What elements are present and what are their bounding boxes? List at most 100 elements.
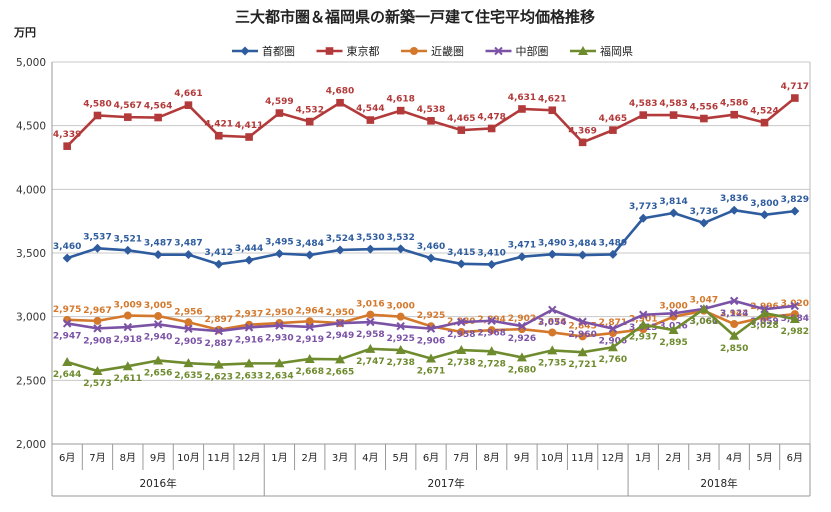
data-point (213, 359, 224, 369)
data-label: 2,919 (295, 335, 323, 345)
data-point (305, 322, 314, 332)
data-point (730, 110, 738, 119)
data-point (244, 255, 254, 265)
data-label: 2,656 (144, 368, 172, 378)
data-label: 2,644 (53, 370, 81, 380)
data-point (790, 206, 800, 216)
legend-marker (410, 47, 418, 55)
data-label: 2,906 (599, 337, 627, 347)
data-point (335, 245, 345, 255)
data-label: 4,583 (659, 99, 687, 109)
data-label: 2,665 (326, 367, 354, 377)
data-point (548, 328, 557, 337)
data-point (305, 117, 314, 126)
data-label: 2,668 (295, 367, 323, 377)
data-label: 2,671 (417, 367, 445, 377)
y-tick-label: 3,500 (16, 248, 46, 260)
data-label: 3,028 (750, 321, 778, 331)
data-point (638, 319, 649, 329)
data-label: 2,996 (750, 302, 778, 312)
x-tick-label: 11月 (207, 452, 230, 464)
data-label: 3,412 (205, 248, 233, 258)
data-label: 3,537 (83, 232, 111, 242)
data-point (669, 309, 678, 318)
data-point (183, 358, 194, 368)
data-point (729, 330, 740, 340)
data-label: 4,556 (690, 103, 718, 113)
data-point (548, 305, 557, 314)
data-point (336, 98, 344, 107)
data-point (759, 308, 770, 318)
data-label: 2,905 (174, 337, 202, 347)
data-point (456, 259, 466, 269)
data-point (760, 118, 769, 127)
data-point (62, 319, 72, 328)
data-point (426, 253, 436, 263)
x-tick-label: 1月 (271, 452, 287, 464)
data-label: 4,465 (599, 114, 627, 124)
x-tick-label: 9月 (514, 452, 530, 464)
data-point (517, 252, 527, 262)
data-label: 3,415 (447, 248, 475, 258)
data-point (366, 317, 375, 327)
data-point (366, 116, 375, 124)
data-label: 2,735 (538, 358, 566, 368)
data-label: 4,544 (356, 104, 384, 114)
data-label: 3,532 (386, 233, 414, 243)
data-point (791, 94, 799, 102)
data-label: 3,124 (720, 309, 748, 319)
data-label: 3,487 (174, 239, 202, 249)
data-point (487, 124, 496, 133)
data-label: 2,634 (265, 371, 293, 381)
data-point (153, 250, 163, 260)
x-tick-label: 9月 (150, 452, 166, 464)
data-point (487, 316, 496, 325)
data-point (154, 312, 163, 321)
data-point (608, 249, 618, 259)
year-label: 2017年 (428, 477, 465, 490)
data-label: 3,471 (508, 241, 536, 251)
data-point (729, 205, 739, 215)
x-tick-label: 12月 (602, 452, 625, 464)
data-label: 2,728 (477, 359, 505, 369)
y-axis: 2,000 2,500 3,000 3,500 4,000 4,500 5,000 (16, 57, 811, 451)
data-label: 3,773 (629, 202, 657, 212)
x-tick-label: 6月 (787, 452, 803, 464)
data-point (305, 250, 315, 260)
data-point (730, 320, 739, 329)
data-point (518, 105, 526, 113)
data-label: 3,495 (265, 238, 293, 248)
data-point (396, 312, 405, 321)
data-point (274, 358, 285, 368)
data-point (335, 354, 346, 364)
data-point (547, 345, 558, 355)
data-point (365, 343, 376, 353)
data-point (184, 324, 193, 333)
legend-label: 東京都 (347, 44, 380, 58)
legend-item: 東京都 (316, 44, 380, 58)
data-point (92, 366, 103, 376)
data-label: 2,845 (568, 321, 596, 331)
data-label: 3,460 (417, 242, 445, 252)
data-point (669, 111, 678, 119)
data-label: 4,564 (144, 102, 172, 112)
data-point (760, 210, 770, 220)
data-label: 2,958 (356, 330, 384, 340)
data-point (305, 317, 314, 326)
legend-label: 首都圏 (262, 44, 295, 58)
data-label: 3,524 (326, 234, 354, 244)
data-point (244, 358, 255, 368)
data-label: 2,960 (568, 330, 596, 340)
data-point (457, 126, 466, 134)
data-label: 4,411 (235, 121, 263, 131)
x-tick-label: 6月 (59, 452, 75, 464)
data-point (214, 259, 224, 269)
data-point (93, 324, 102, 333)
data-label: 2,947 (53, 331, 81, 341)
data-label: 3,009 (114, 301, 142, 311)
data-label: 2,949 (326, 331, 354, 341)
x-tick-label: 4月 (726, 452, 742, 464)
data-point (457, 317, 466, 327)
data-label: 2,850 (720, 344, 748, 354)
